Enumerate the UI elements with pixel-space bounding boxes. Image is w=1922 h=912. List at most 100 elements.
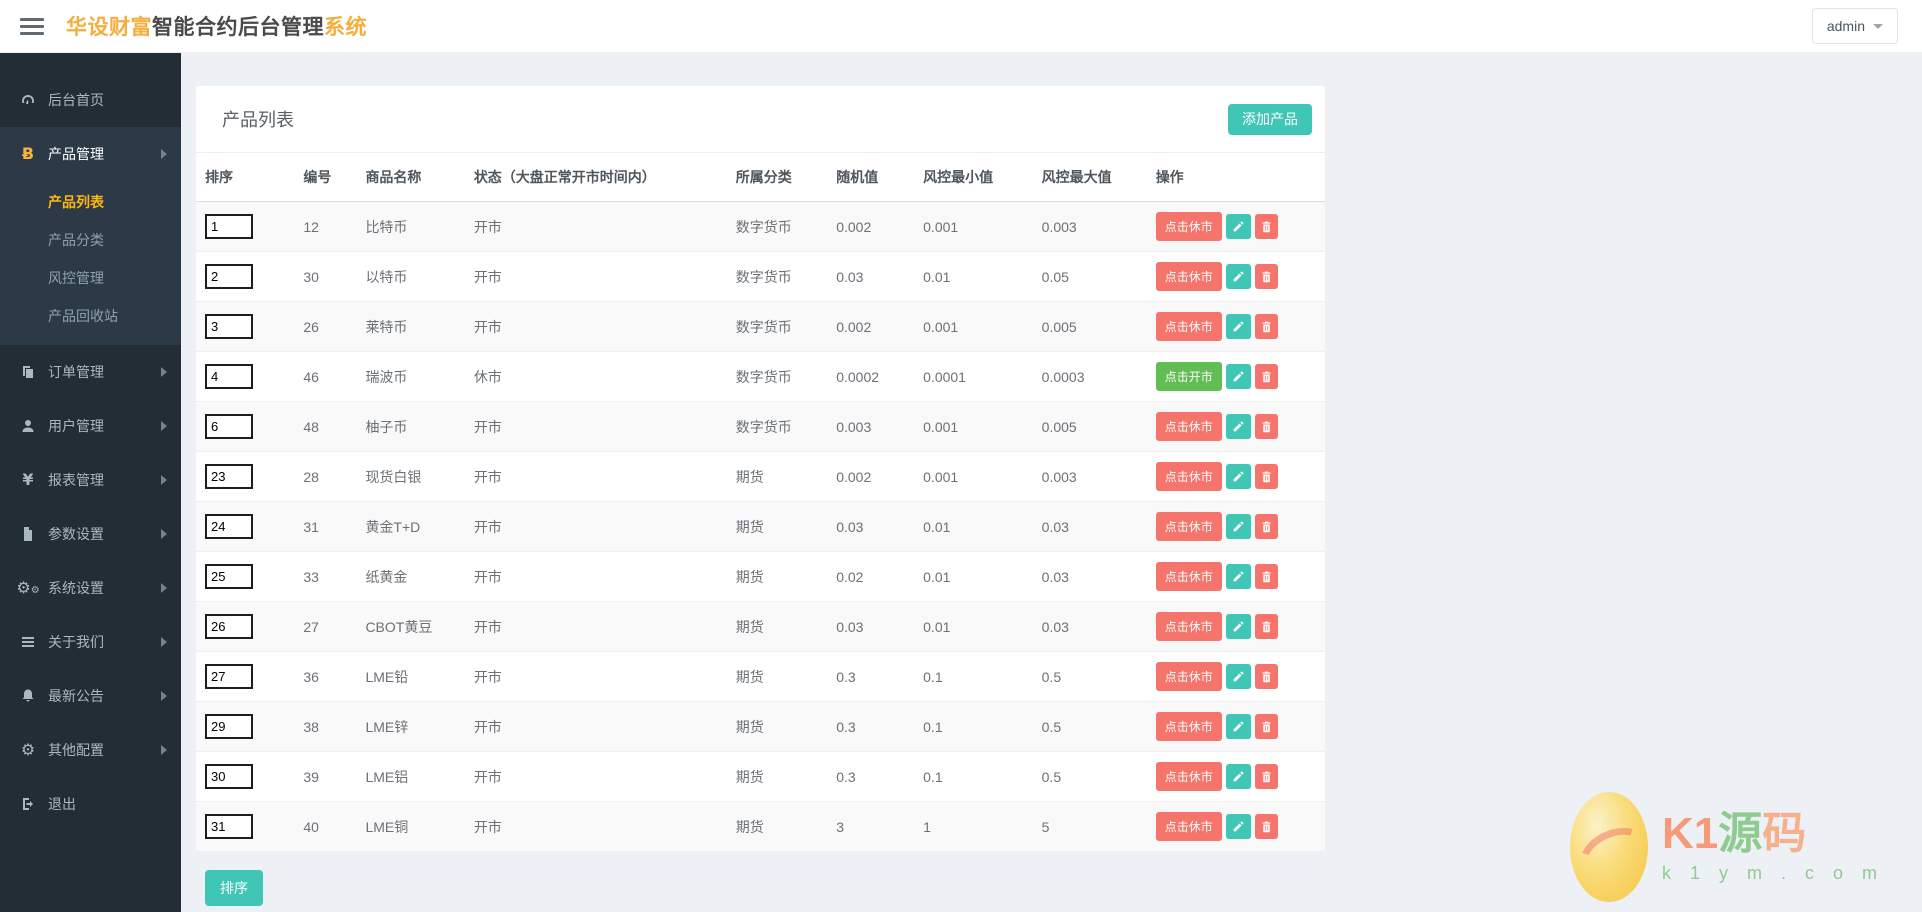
edit-button[interactable] xyxy=(1225,764,1251,789)
close-market-button[interactable]: 点击休市 xyxy=(1155,212,1222,241)
cell-status: 开市 xyxy=(465,301,728,352)
delete-button[interactable] xyxy=(1254,314,1278,339)
trash-icon xyxy=(1262,621,1271,633)
user-name: admin xyxy=(1826,18,1865,34)
cell-category: 数字货币 xyxy=(727,201,829,252)
pencil-icon xyxy=(1233,671,1244,682)
cell-risk_min: 0.01 xyxy=(915,601,1034,652)
sidebar-subitem[interactable]: 产品分类 xyxy=(48,232,104,248)
sort-order-input[interactable] xyxy=(205,814,253,839)
sidebar-link[interactable]: Ƀ 产品管理 xyxy=(0,127,181,181)
edit-button[interactable] xyxy=(1225,364,1251,389)
sidebar-item-5: 参数设置 xyxy=(0,507,181,561)
delete-button[interactable] xyxy=(1254,464,1278,489)
edit-button[interactable] xyxy=(1225,264,1251,289)
edit-button[interactable] xyxy=(1225,664,1251,689)
cell-random: 0.0002 xyxy=(828,351,916,402)
sidebar-item-label: 关于我们 xyxy=(48,634,104,650)
edit-button[interactable] xyxy=(1225,214,1251,239)
bitcoin-icon: Ƀ xyxy=(21,144,35,163)
close-market-button[interactable]: 点击休市 xyxy=(1155,712,1222,741)
sidebar-link[interactable]: 关于我们 xyxy=(0,615,181,669)
sidebar-link[interactable]: 订单管理 xyxy=(0,345,181,399)
close-market-button[interactable]: 点击休市 xyxy=(1155,512,1222,541)
sort-order-input[interactable] xyxy=(205,714,253,739)
sidebar: 后台首页 Ƀ 产品管理产品列表产品分类风控管理产品回收站订单管理 用户管理 ¥ 报表管理参… xyxy=(0,53,181,912)
add-product-button[interactable]: 添加产品 xyxy=(1228,103,1312,135)
sort-order-input[interactable] xyxy=(205,214,253,239)
bell-icon xyxy=(18,688,38,704)
row-actions: 点击休市 xyxy=(1155,712,1317,741)
cell-name: LME铜 xyxy=(357,801,466,852)
delete-button[interactable] xyxy=(1254,564,1278,589)
delete-button[interactable] xyxy=(1254,664,1278,689)
watermark-site-url: k 1 y m . c o m xyxy=(1661,862,1884,883)
delete-button[interactable] xyxy=(1254,814,1278,839)
delete-button[interactable] xyxy=(1254,414,1278,439)
sidebar-link[interactable]: 用户管理 xyxy=(0,399,181,453)
delete-button[interactable] xyxy=(1254,514,1278,539)
sort-order-input[interactable] xyxy=(205,414,253,439)
sort-order-input[interactable] xyxy=(205,564,253,589)
edit-button[interactable] xyxy=(1225,314,1251,339)
edit-button[interactable] xyxy=(1225,414,1251,439)
sidebar-link[interactable]: 最新公告 xyxy=(0,669,181,723)
hamburger-menu-icon[interactable] xyxy=(20,17,44,35)
close-market-button[interactable]: 点击休市 xyxy=(1155,412,1222,441)
sort-order-input[interactable] xyxy=(205,764,253,789)
trash-icon xyxy=(1262,221,1271,233)
file-icon xyxy=(18,526,38,542)
sort-order-input[interactable] xyxy=(205,514,253,539)
sort-order-input[interactable] xyxy=(205,364,253,389)
sort-order-input[interactable] xyxy=(205,614,253,639)
close-market-button[interactable]: 点击休市 xyxy=(1155,812,1222,841)
delete-button[interactable] xyxy=(1254,714,1278,739)
close-market-button[interactable]: 点击休市 xyxy=(1155,662,1222,691)
close-market-button[interactable]: 点击休市 xyxy=(1155,762,1222,791)
close-market-button[interactable]: 点击休市 xyxy=(1155,262,1222,291)
edit-button[interactable] xyxy=(1225,714,1251,739)
gears-icon: ⚙⚙ xyxy=(16,578,40,597)
sidebar-subitem[interactable]: 产品回收站 xyxy=(48,308,118,324)
close-market-button[interactable]: 点击休市 xyxy=(1155,562,1222,591)
sort-order-input[interactable] xyxy=(205,314,253,339)
edit-button[interactable] xyxy=(1225,614,1251,639)
user-dropdown[interactable]: admin xyxy=(1811,8,1898,44)
edit-button[interactable] xyxy=(1225,464,1251,489)
sort-order-input[interactable] xyxy=(205,264,253,289)
sort-button[interactable]: 排序 xyxy=(205,870,263,906)
cell-id: 12 xyxy=(295,201,358,252)
delete-button[interactable] xyxy=(1254,614,1278,639)
delete-button[interactable] xyxy=(1254,764,1278,789)
sidebar-link[interactable]: 参数设置 xyxy=(0,507,181,561)
sidebar-link[interactable]: 后台首页 xyxy=(0,73,181,127)
delete-button[interactable] xyxy=(1254,214,1278,239)
cell-risk_max: 0.03 xyxy=(1033,501,1148,552)
table-header-row: 排序 编号 商品名称 状态（大盘正常开市时间内） 所属分类 随机值 风控最小值 风控最大值 操作 xyxy=(196,153,1325,202)
sidebar-link[interactable]: ⚙ 其他配置 xyxy=(0,723,181,777)
column-header: 风控最大值 xyxy=(1033,153,1148,202)
sort-order-input[interactable] xyxy=(205,664,253,689)
sidebar-subitem[interactable]: 风控管理 xyxy=(48,270,104,286)
edit-button[interactable] xyxy=(1225,814,1251,839)
column-header: 操作 xyxy=(1147,153,1325,202)
sidebar-link[interactable]: ⚙⚙ 系统设置 xyxy=(0,561,181,615)
sidebar-link[interactable]: ¥ 报表管理 xyxy=(0,453,181,507)
cell-status: 开市 xyxy=(465,501,728,552)
open-market-button[interactable]: 点击开市 xyxy=(1155,362,1222,391)
sort-order-input[interactable] xyxy=(205,464,253,489)
close-market-button[interactable]: 点击休市 xyxy=(1155,612,1222,641)
edit-button[interactable] xyxy=(1225,514,1251,539)
sidebar-subitem[interactable]: 产品列表 xyxy=(48,194,104,210)
edit-button[interactable] xyxy=(1225,564,1251,589)
delete-button[interactable] xyxy=(1254,264,1278,289)
cell-category: 期货 xyxy=(727,451,829,502)
close-market-button[interactable]: 点击休市 xyxy=(1155,312,1222,341)
delete-button[interactable] xyxy=(1254,364,1278,389)
sidebar-link[interactable]: 退出 xyxy=(0,777,181,831)
sidebar-item-label: 最新公告 xyxy=(48,688,104,704)
close-market-button[interactable]: 点击休市 xyxy=(1155,462,1222,491)
trash-icon xyxy=(1262,771,1271,783)
